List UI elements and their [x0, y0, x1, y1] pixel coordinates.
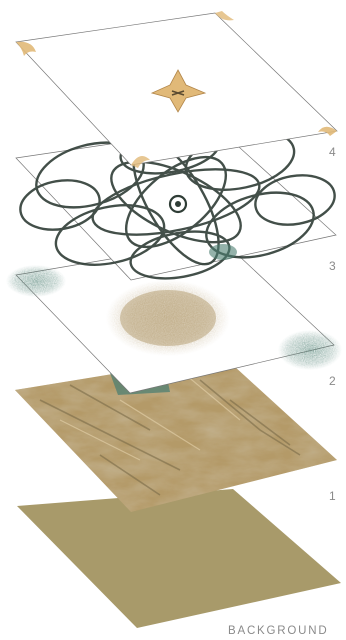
- background-layer: [17, 489, 341, 628]
- layer-label-3: 3: [329, 259, 337, 273]
- layer-1-stone: [15, 356, 337, 512]
- layer-label-background: BACKGROUND: [228, 625, 329, 637]
- layer-label-2: 2: [329, 374, 337, 388]
- layer-2-spray: [6, 239, 342, 394]
- layer-label-4: 4: [329, 145, 337, 159]
- layer-3-lattice: [15, 125, 337, 281]
- layer-label-1: 1: [329, 489, 337, 503]
- layer-4-ornament: [15, 11, 338, 168]
